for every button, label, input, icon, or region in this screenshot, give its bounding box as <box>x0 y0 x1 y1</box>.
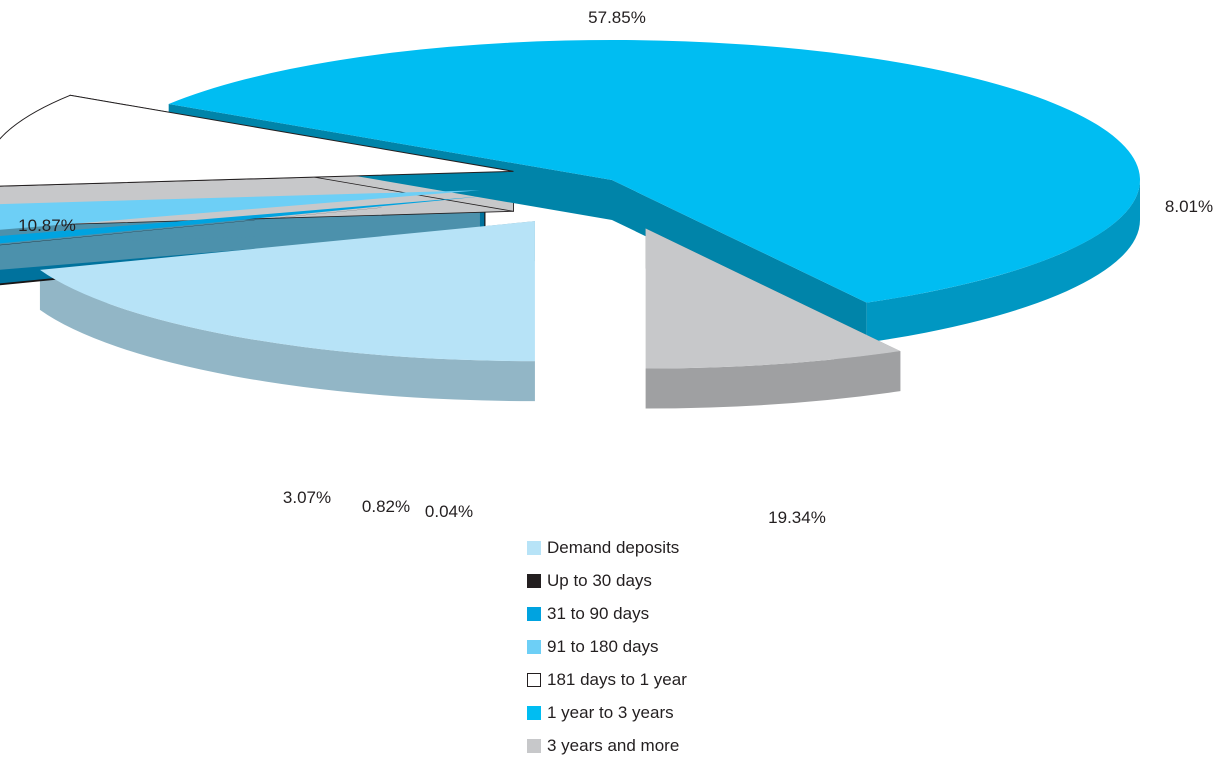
legend-item: 31 to 90 days <box>527 597 687 630</box>
slice-value-label: 8.01% <box>1165 197 1213 216</box>
legend-swatch <box>527 540 541 555</box>
pie-labels: 19.34% 0.04% 0.82% 3.07% 10.87% 57.85% 8.01% <box>18 8 1213 527</box>
legend-item: 3 years and more <box>527 729 687 762</box>
pie-slice-up-to-30-days <box>0 197 486 246</box>
slice-value-label: 0.04% <box>425 502 473 521</box>
slice-side-0-0 <box>39 269 535 402</box>
legend-label: 1 year to 3 years <box>547 702 674 722</box>
legend-label: Up to 30 days <box>547 570 652 590</box>
legend-label: 3 years and more <box>547 735 680 755</box>
pie-slice-3-years-and-more <box>645 228 901 369</box>
pie-slice-31-to-90-days <box>0 196 485 244</box>
pie-slice-demand-deposits <box>39 221 535 362</box>
pie-tops <box>0 40 1140 369</box>
pie-slice-1-year-to-3-years <box>168 40 1140 303</box>
slice-value-label: 3.07% <box>283 488 331 507</box>
slice-value-label: 0.82% <box>362 497 410 516</box>
legend-label: 181 days to 1 year <box>547 669 687 689</box>
slice-value-label: 10.87% <box>18 216 76 235</box>
legend-swatch <box>527 639 541 654</box>
legend-swatch <box>527 672 541 687</box>
legend-swatch <box>527 606 541 621</box>
legend-label: 91 to 180 days <box>547 636 659 656</box>
legend-label: 31 to 90 days <box>547 603 650 623</box>
legend-swatch <box>527 705 541 720</box>
slice-value-label: 57.85% <box>588 8 646 27</box>
slice-side-5-0 <box>866 180 1140 343</box>
legend-item: Demand deposits <box>527 531 687 564</box>
legend-item: 91 to 180 days <box>527 630 687 663</box>
slice-side-6-0 <box>645 351 901 409</box>
legend-swatch <box>527 738 541 753</box>
legend: Demand deposits Up to 30 days 31 to 90 day… <box>527 531 687 762</box>
pie-slice-181-days-to-1-year <box>0 94 514 187</box>
pie-slice-91-to-180-days <box>0 190 480 230</box>
legend-label: Demand deposits <box>547 537 680 557</box>
legend-item: 181 days to 1 year <box>527 663 687 696</box>
legend-item: 1 year to 3 years <box>527 696 687 729</box>
slice-value-label: 19.34% <box>768 508 826 527</box>
legend-swatch <box>527 573 541 588</box>
legend-item: Up to 30 days <box>527 564 687 597</box>
slice-wall-5-1 <box>612 180 867 343</box>
